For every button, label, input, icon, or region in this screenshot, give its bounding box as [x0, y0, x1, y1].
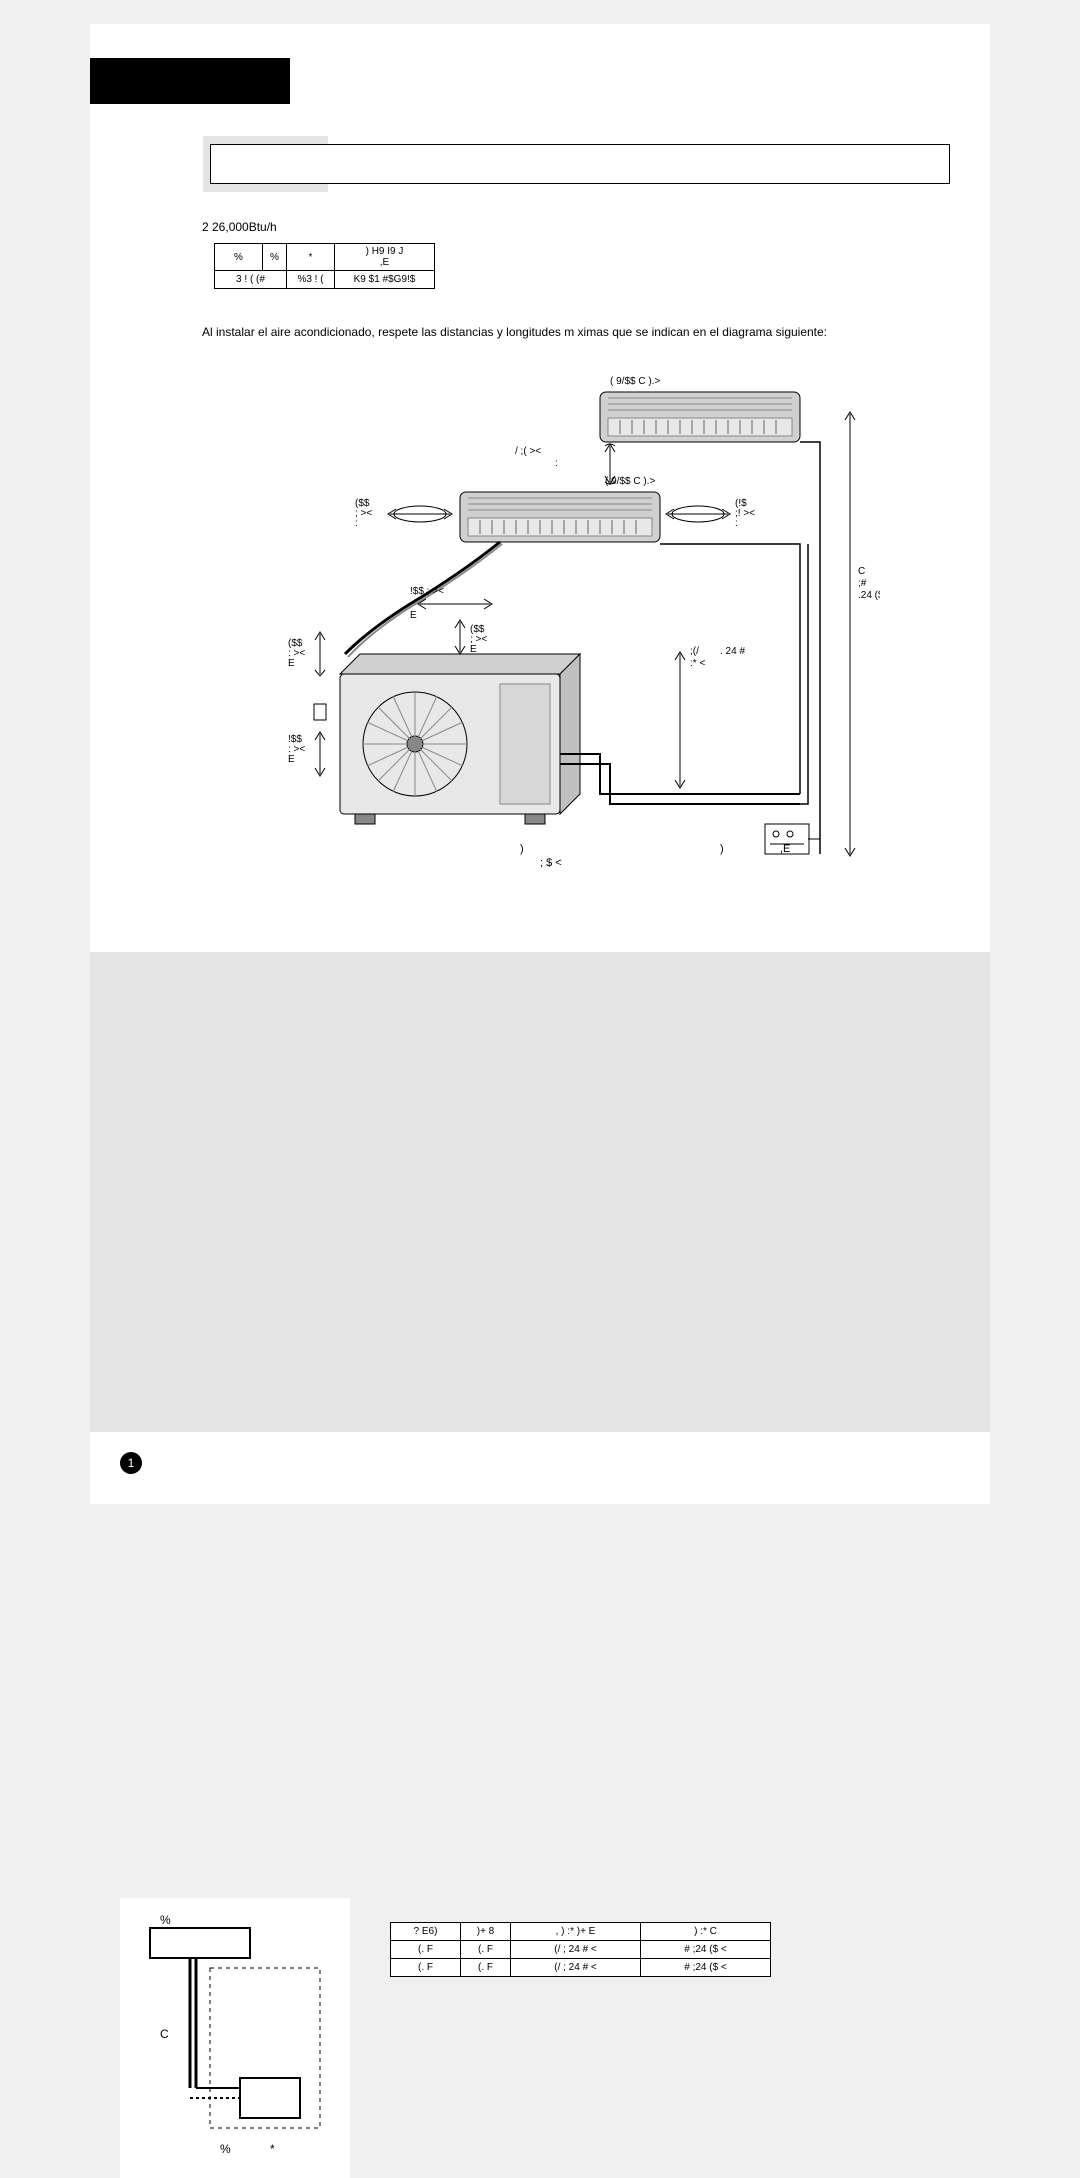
label: :* <: [690, 658, 705, 669]
cell: K9 $1 #$G9!$: [335, 271, 435, 289]
page: 2 26,000Btu/h % % * ) H9 I9 J ,E 3 ! ( (…: [90, 24, 990, 1504]
outdoor-top-arrow: [455, 620, 465, 654]
installation-diagram: ( 9/$$ C ).> / ;( >< :: [260, 374, 880, 884]
cell: ) H9 I9 J ,E: [335, 244, 435, 271]
page-number: 1: [128, 1456, 135, 1470]
label: E: [410, 610, 417, 621]
btu-line: 2 26,000Btu/h: [202, 220, 277, 234]
cell: (. F: [461, 1959, 511, 1977]
cell: (. F: [391, 1941, 461, 1959]
label: E: [288, 658, 295, 669]
label: E: [288, 754, 295, 765]
cell: # ;24 ($ <: [641, 1959, 771, 1977]
label: E: [470, 644, 477, 655]
label: / ;( ><: [515, 446, 541, 457]
table-row: (. F (. F (/ ; 24 # < # ;24 ($ <: [391, 1941, 771, 1959]
label: ): [720, 843, 724, 855]
label: C: [160, 2027, 169, 2041]
label: ;(/: [690, 646, 699, 657]
indoor-unit-bottom: [460, 492, 660, 542]
label: ( 9/$$ C ).>: [605, 476, 655, 487]
cell: ? E6): [391, 1923, 461, 1941]
cell: (/ ; 24 # <: [511, 1941, 641, 1959]
table-row: (. F (. F (/ ; 24 # < # ;24 ($ <: [391, 1959, 771, 1977]
table-row: % % * ) H9 I9 J ,E: [215, 244, 435, 271]
label: !$$ ; ><: [410, 586, 444, 597]
h-dimension-arrow: [675, 652, 685, 788]
cell: , ) :* )+ E: [511, 1923, 641, 1941]
outdoor-left-arrows: [314, 632, 326, 776]
indoor-unit-top: [600, 392, 800, 442]
label: %: [160, 1913, 171, 1927]
label: ;! ><: [735, 508, 755, 519]
outdoor-unit: [340, 654, 580, 824]
table-row: ? E6) )+ 8 , ) :* )+ E ) :* C: [391, 1923, 771, 1941]
c-dimension-arrow: [845, 412, 855, 856]
cell: (. F: [461, 1941, 511, 1959]
cell: (. F: [391, 1959, 461, 1977]
cell: 3 ! ( (#: [215, 271, 287, 289]
table-row: 3 ! ( (# %3 ! ( K9 $1 #$G9!$: [215, 271, 435, 289]
label: :: [735, 518, 738, 529]
page-number-badge: 1: [120, 1452, 142, 1474]
cell: # ;24 ($ <: [641, 1941, 771, 1959]
spec-small-table: % % * ) H9 I9 J ,E 3 ! ( (# %3 ! ( K9 $1…: [214, 243, 435, 289]
label: ): [520, 843, 524, 855]
label: ;#: [858, 578, 867, 589]
cable-arrow-icon: [418, 599, 492, 609]
cell-text: ) H9 I9 J: [366, 246, 404, 257]
label: . 24 #: [720, 646, 745, 657]
cell: %: [263, 244, 287, 271]
label: ( 9/$$ C ).>: [610, 376, 660, 387]
label: ; $ <: [540, 857, 562, 869]
label: .24 ($ :* <: [858, 590, 880, 601]
black-heading-bar: [90, 58, 290, 104]
instruction-paragraph: Al instalar el aire acondicionado, respe…: [202, 324, 942, 341]
cell: )+ 8: [461, 1923, 511, 1941]
cell: %: [215, 244, 263, 271]
arrow-right-icon: [666, 506, 730, 522]
label: ,E: [780, 843, 790, 855]
label: *: [270, 2142, 275, 2156]
label: :: [355, 518, 358, 529]
cell: *: [287, 244, 335, 271]
cell: %3 ! (: [287, 271, 335, 289]
callout-box: [210, 144, 950, 184]
label: C: [858, 566, 865, 577]
control-box-icon: [765, 824, 820, 854]
cell-text: ,E: [380, 257, 389, 268]
dimensions-table: ? E6) )+ 8 , ) :* )+ E ) :* C (. F (. F …: [390, 1922, 771, 1977]
cell: (/ ; 24 # <: [511, 1959, 641, 1977]
label: :: [555, 458, 558, 469]
label: %: [220, 2142, 231, 2156]
cell: ) :* C: [641, 1923, 771, 1941]
schematic-box: % C % *: [120, 1898, 350, 2178]
lower-section: % C % * ? E6) )+ 8 , ) :* )+ E: [90, 952, 990, 1432]
arrow-left-icon: [388, 506, 452, 522]
